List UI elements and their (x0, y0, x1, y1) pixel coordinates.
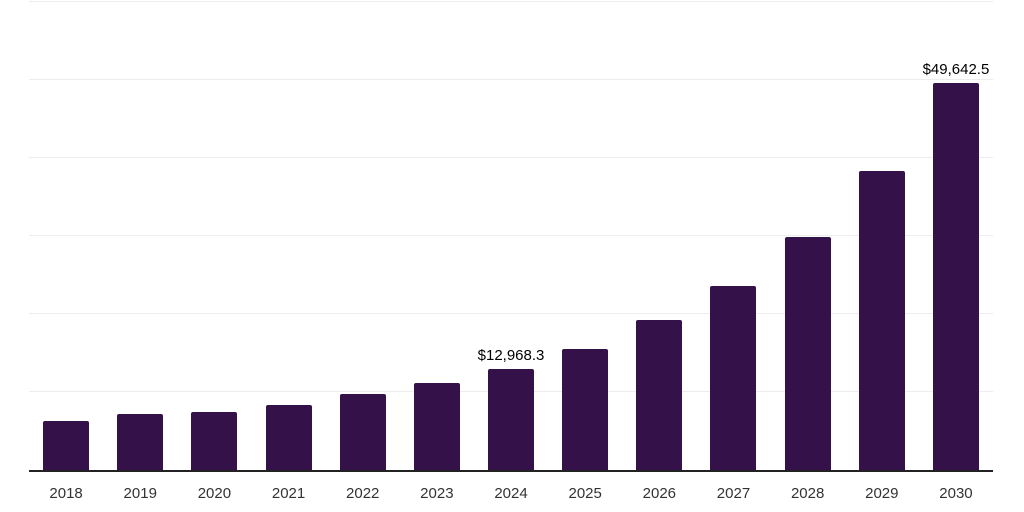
bar-slot-2029 (845, 2, 919, 470)
bar-value-label-2030: $49,642.5 (922, 60, 990, 78)
x-tick-label-2030: 2030 (939, 485, 973, 502)
x-tick-label-2026: 2026 (642, 485, 677, 502)
bar-slot-2024: $12,968.3 (474, 2, 548, 470)
bar-slot-2023 (400, 2, 474, 470)
x-tick-label-2020: 2020 (197, 485, 232, 502)
bar-2021 (265, 404, 312, 470)
bar-slot-2022 (326, 2, 400, 470)
bar-2026 (636, 319, 683, 470)
bar-slot-2027 (696, 2, 770, 470)
bar-value-label-2024: $12,968.3 (477, 346, 545, 364)
gridline-50000 (29, 79, 993, 80)
x-tick-label-2019: 2019 (123, 485, 157, 502)
bar-2018 (43, 420, 90, 470)
x-axis-line (29, 470, 993, 472)
bar-slot-2030: $49,642.5 (919, 2, 993, 470)
bar-2030 (932, 82, 979, 470)
bar-2023 (413, 382, 460, 470)
bar-2024 (488, 368, 535, 470)
x-tick-label-2025: 2025 (568, 485, 602, 502)
bar-2022 (339, 393, 386, 470)
bar-slot-2019 (103, 2, 177, 470)
bar-2020 (191, 411, 238, 470)
x-tick-label-2021: 2021 (271, 485, 306, 502)
gridline-20000 (29, 313, 993, 314)
x-tick-label-2029: 2029 (865, 485, 899, 502)
bar-slot-2026 (622, 2, 696, 470)
bar-2027 (710, 285, 757, 470)
x-tick-label-2028: 2028 (790, 485, 825, 502)
bar-2025 (562, 348, 609, 470)
bar-slot-2028 (771, 2, 845, 470)
gridline-30000 (29, 235, 993, 236)
bar-2019 (117, 413, 164, 470)
bars-row: $12,968.3 $49,642.5 (29, 2, 993, 470)
bar-slot-2025 (548, 2, 622, 470)
x-tick-label-2018: 2018 (49, 485, 83, 502)
gridline-40000 (29, 157, 993, 158)
x-tick-label-2027: 2027 (716, 485, 751, 502)
x-tick-label-2023: 2023 (420, 485, 454, 502)
gridline-60000 (29, 1, 993, 2)
x-tick-label-2024: 2024 (494, 485, 528, 502)
bar-slot-2018 (29, 2, 103, 470)
bar-2029 (858, 171, 905, 470)
x-axis-tick-labels: 2018 2019 2020 2021 2022 2023 2024 2025 2026 2027… (29, 485, 993, 503)
bar-slot-2020 (177, 2, 251, 470)
x-tick-label-2022: 2022 (346, 485, 380, 502)
bar-2028 (784, 237, 831, 470)
bar-slot-2021 (251, 2, 325, 470)
